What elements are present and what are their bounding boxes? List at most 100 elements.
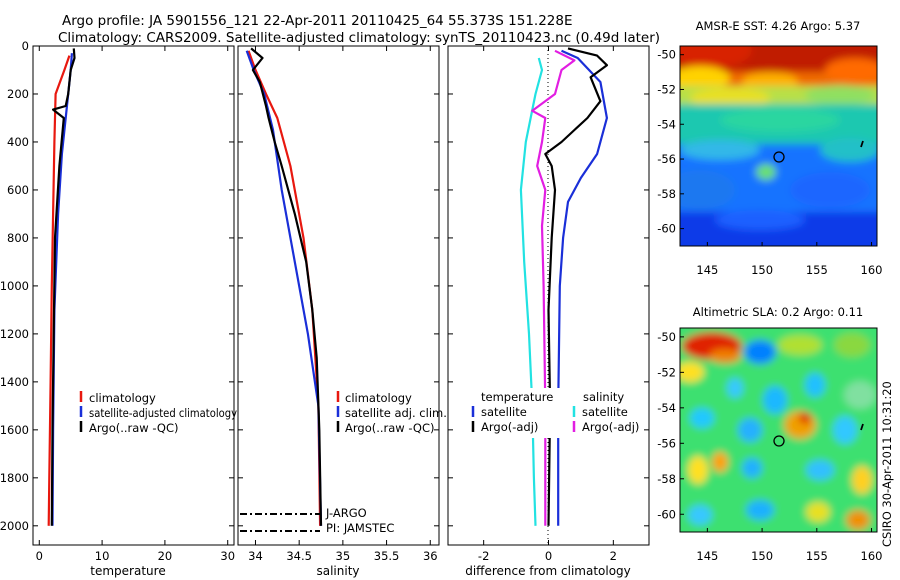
series-line-argo-raw-qc- — [50, 48, 76, 526]
sst-map-panel: AMSR-E SST: 4.26 Argo: 5.37 — [657, 19, 882, 277]
y-tick-label: -60 — [657, 222, 676, 236]
x-tick-label: 10 — [95, 549, 110, 563]
legend-label-sal-argo: Argo(-adj) — [582, 420, 639, 434]
y-tick-label: -58 — [657, 187, 676, 201]
x-tick-label: 160 — [861, 263, 883, 277]
x-tick-label: 0 — [545, 549, 552, 563]
legend-label-argo: Argo(..raw -QC) — [345, 421, 435, 435]
y-tick-label: -54 — [657, 117, 676, 131]
annotation-jargo: J-ARGO — [325, 506, 367, 520]
y-tick-label: -58 — [657, 472, 676, 486]
argo-float-marker — [773, 435, 785, 447]
x-tick-label: 145 — [696, 549, 718, 563]
x-tick-label: 30 — [220, 549, 235, 563]
salinity-ticks: 34 34.5 35 35.5 36 — [238, 45, 439, 563]
temperature-lines — [47, 48, 76, 526]
y-tick-label: 0 — [22, 39, 29, 53]
legend-label-satellite: satellite adj. clim. — [345, 406, 447, 420]
y-tick-label: 1800 — [0, 471, 29, 485]
temperature-ticks: 0 10 20 30 0 200 400 600 800 1000 1200 1400 1600 1800… — [0, 39, 235, 563]
difference-xlabel: difference from climatology — [465, 564, 631, 578]
y-tick-label: 600 — [7, 183, 29, 197]
x-tick-label: 160 — [861, 549, 883, 563]
map-mark — [860, 423, 864, 431]
argo-float-marker — [773, 151, 785, 163]
x-tick-label: 0 — [36, 549, 43, 563]
y-tick-label: 200 — [7, 87, 29, 101]
y-tick-label: 1000 — [0, 279, 29, 293]
series-line-temperature-argo-adj- — [544, 47, 609, 526]
map-mark — [860, 140, 864, 148]
x-tick-label: 155 — [806, 263, 828, 277]
salinity-legend: climatology satellite adj. clim. Argo(..… — [336, 391, 447, 435]
salinity-axes-box — [237, 45, 440, 546]
y-tick-label: -50 — [657, 330, 676, 344]
salinity-panel: 34 34.5 35 35.5 36 salinity climatology sate… — [237, 45, 447, 578]
x-tick-label: 36 — [423, 549, 438, 563]
sst-heatmap — [680, 46, 877, 246]
legend-label-temp-satellite: satellite — [481, 405, 527, 419]
y-tick-label: 1400 — [0, 375, 29, 389]
difference-panel: -2 0 2 difference from climatology tempera… — [447, 45, 650, 578]
sla-map-axes-box — [679, 327, 878, 533]
legend-label-climatology: climatology — [89, 391, 156, 405]
x-tick-label: 35 — [336, 549, 351, 563]
y-tick-label: 1600 — [0, 423, 29, 437]
series-line-temperature-satellite — [557, 49, 609, 526]
legend-title-temperature: temperature — [481, 390, 553, 404]
x-tick-label: -2 — [478, 549, 489, 563]
temperature-axes-box — [32, 45, 235, 546]
sla-heatmap — [680, 328, 877, 532]
difference-lines — [519, 47, 609, 526]
x-tick-label: 35.5 — [374, 549, 400, 563]
y-tick-label: -54 — [657, 401, 676, 415]
sst-map-axes-box — [679, 45, 878, 247]
series-line-climatology — [47, 55, 71, 526]
y-tick-label: -60 — [657, 507, 676, 521]
y-tick-label: -56 — [657, 152, 676, 166]
y-tick-label: -52 — [657, 365, 676, 379]
annotation-pi: PI: JAMSTEC — [326, 521, 394, 535]
sla-map-panel: Altimetric SLA: 0.2 Argo: 0.11 — [657, 305, 882, 563]
legend-label-climatology: climatology — [345, 391, 412, 405]
y-tick-label: 1200 — [0, 327, 29, 341]
x-tick-label: 34.5 — [286, 549, 312, 563]
legend-label-argo: Argo(..raw -QC) — [89, 421, 179, 435]
temperature-panel: 0 10 20 30 0 200 400 600 800 1000 1200 1400 1600 1800… — [0, 39, 237, 578]
x-tick-label: 34 — [248, 549, 263, 563]
sla-map-title: Altimetric SLA: 0.2 Argo: 0.11 — [693, 305, 863, 319]
difference-legend: temperature salinity satellite Argo(-adj… — [468, 388, 640, 438]
series-line-salinity-argo-adj- — [531, 49, 576, 526]
series-line-argo-raw-qc- — [250, 47, 323, 526]
y-tick-label: 400 — [7, 135, 29, 149]
legend-background — [468, 388, 640, 438]
x-tick-label: 145 — [696, 263, 718, 277]
y-tick-label: -56 — [657, 436, 676, 450]
salinity-annotations: J-ARGO PI: JAMSTEC — [240, 506, 394, 535]
y-tick-label: -52 — [657, 82, 676, 96]
x-tick-label: 150 — [751, 263, 773, 277]
y-tick-label: 800 — [7, 231, 29, 245]
y-tick-label: -50 — [657, 48, 676, 62]
temperature-legend: climatology satellite-adjusted climatolo… — [79, 391, 237, 435]
figure-title-line1: Argo profile: JA 5901556_121 22-Apr-2011… — [62, 13, 573, 29]
salinity-xlabel: salinity — [316, 564, 359, 578]
difference-ticks: -2 0 2 — [448, 45, 649, 563]
temperature-xlabel: temperature — [90, 564, 165, 578]
side-stamp: CSIRO 30-Apr-2011 10:31:20 — [880, 381, 894, 547]
legend-label-sal-satellite: satellite — [582, 405, 628, 419]
salinity-lines — [245, 47, 323, 526]
x-tick-label: 2 — [610, 549, 617, 563]
sla-map-ticks: 145 150 155 160 -50 -52 -54 -56 -58 -60 — [657, 330, 882, 563]
legend-label-temp-argo: Argo(-adj) — [481, 420, 538, 434]
sst-map-title: AMSR-E SST: 4.26 Argo: 5.37 — [696, 19, 861, 33]
sst-map-ticks: 145 150 155 160 -50 -52 -54 -56 -58 -60 — [657, 48, 882, 277]
series-line-salinity-satellite — [519, 57, 544, 526]
legend-label-satellite: satellite-adjusted climatology — [89, 406, 237, 420]
legend-title-salinity: salinity — [583, 390, 624, 404]
y-tick-label: 2000 — [0, 519, 29, 533]
x-tick-label: 150 — [751, 549, 773, 563]
figure-title-line2: Climatology: CARS2009. Satellite-adjuste… — [58, 30, 660, 46]
x-tick-label: 155 — [806, 549, 828, 563]
